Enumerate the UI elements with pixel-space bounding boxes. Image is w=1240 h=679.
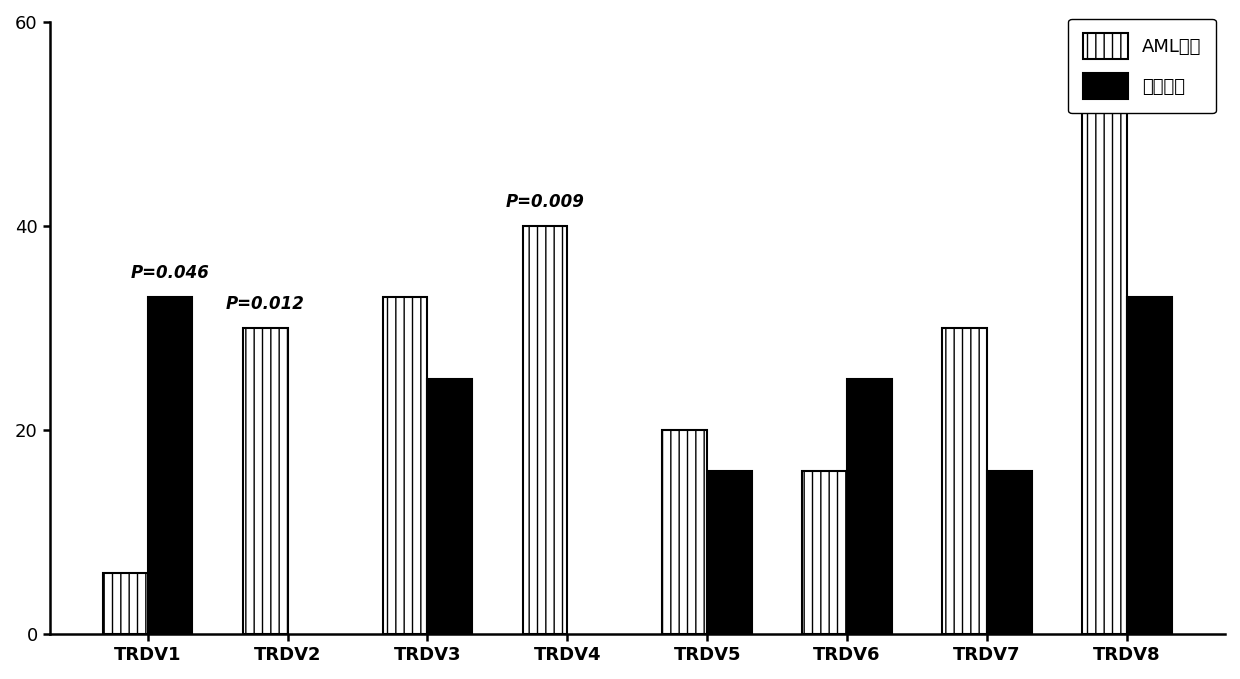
- Text: P=0.009: P=0.009: [506, 193, 584, 210]
- Bar: [662, 430, 707, 634]
- Bar: [987, 471, 1032, 634]
- Bar: [942, 328, 987, 634]
- Legend: AML患者, 健康对照: AML患者, 健康对照: [1068, 19, 1216, 113]
- Bar: [243, 328, 288, 634]
- Bar: [1127, 297, 1172, 634]
- Text: P=0.046: P=0.046: [130, 264, 210, 282]
- Text: P=0.012: P=0.012: [226, 295, 305, 313]
- Bar: [1083, 52, 1127, 634]
- Bar: [707, 471, 751, 634]
- Bar: [383, 297, 428, 634]
- Bar: [428, 379, 472, 634]
- Bar: [802, 471, 847, 634]
- Bar: [847, 379, 892, 634]
- Bar: [103, 573, 148, 634]
- Bar: [148, 297, 192, 634]
- Bar: [522, 226, 568, 634]
